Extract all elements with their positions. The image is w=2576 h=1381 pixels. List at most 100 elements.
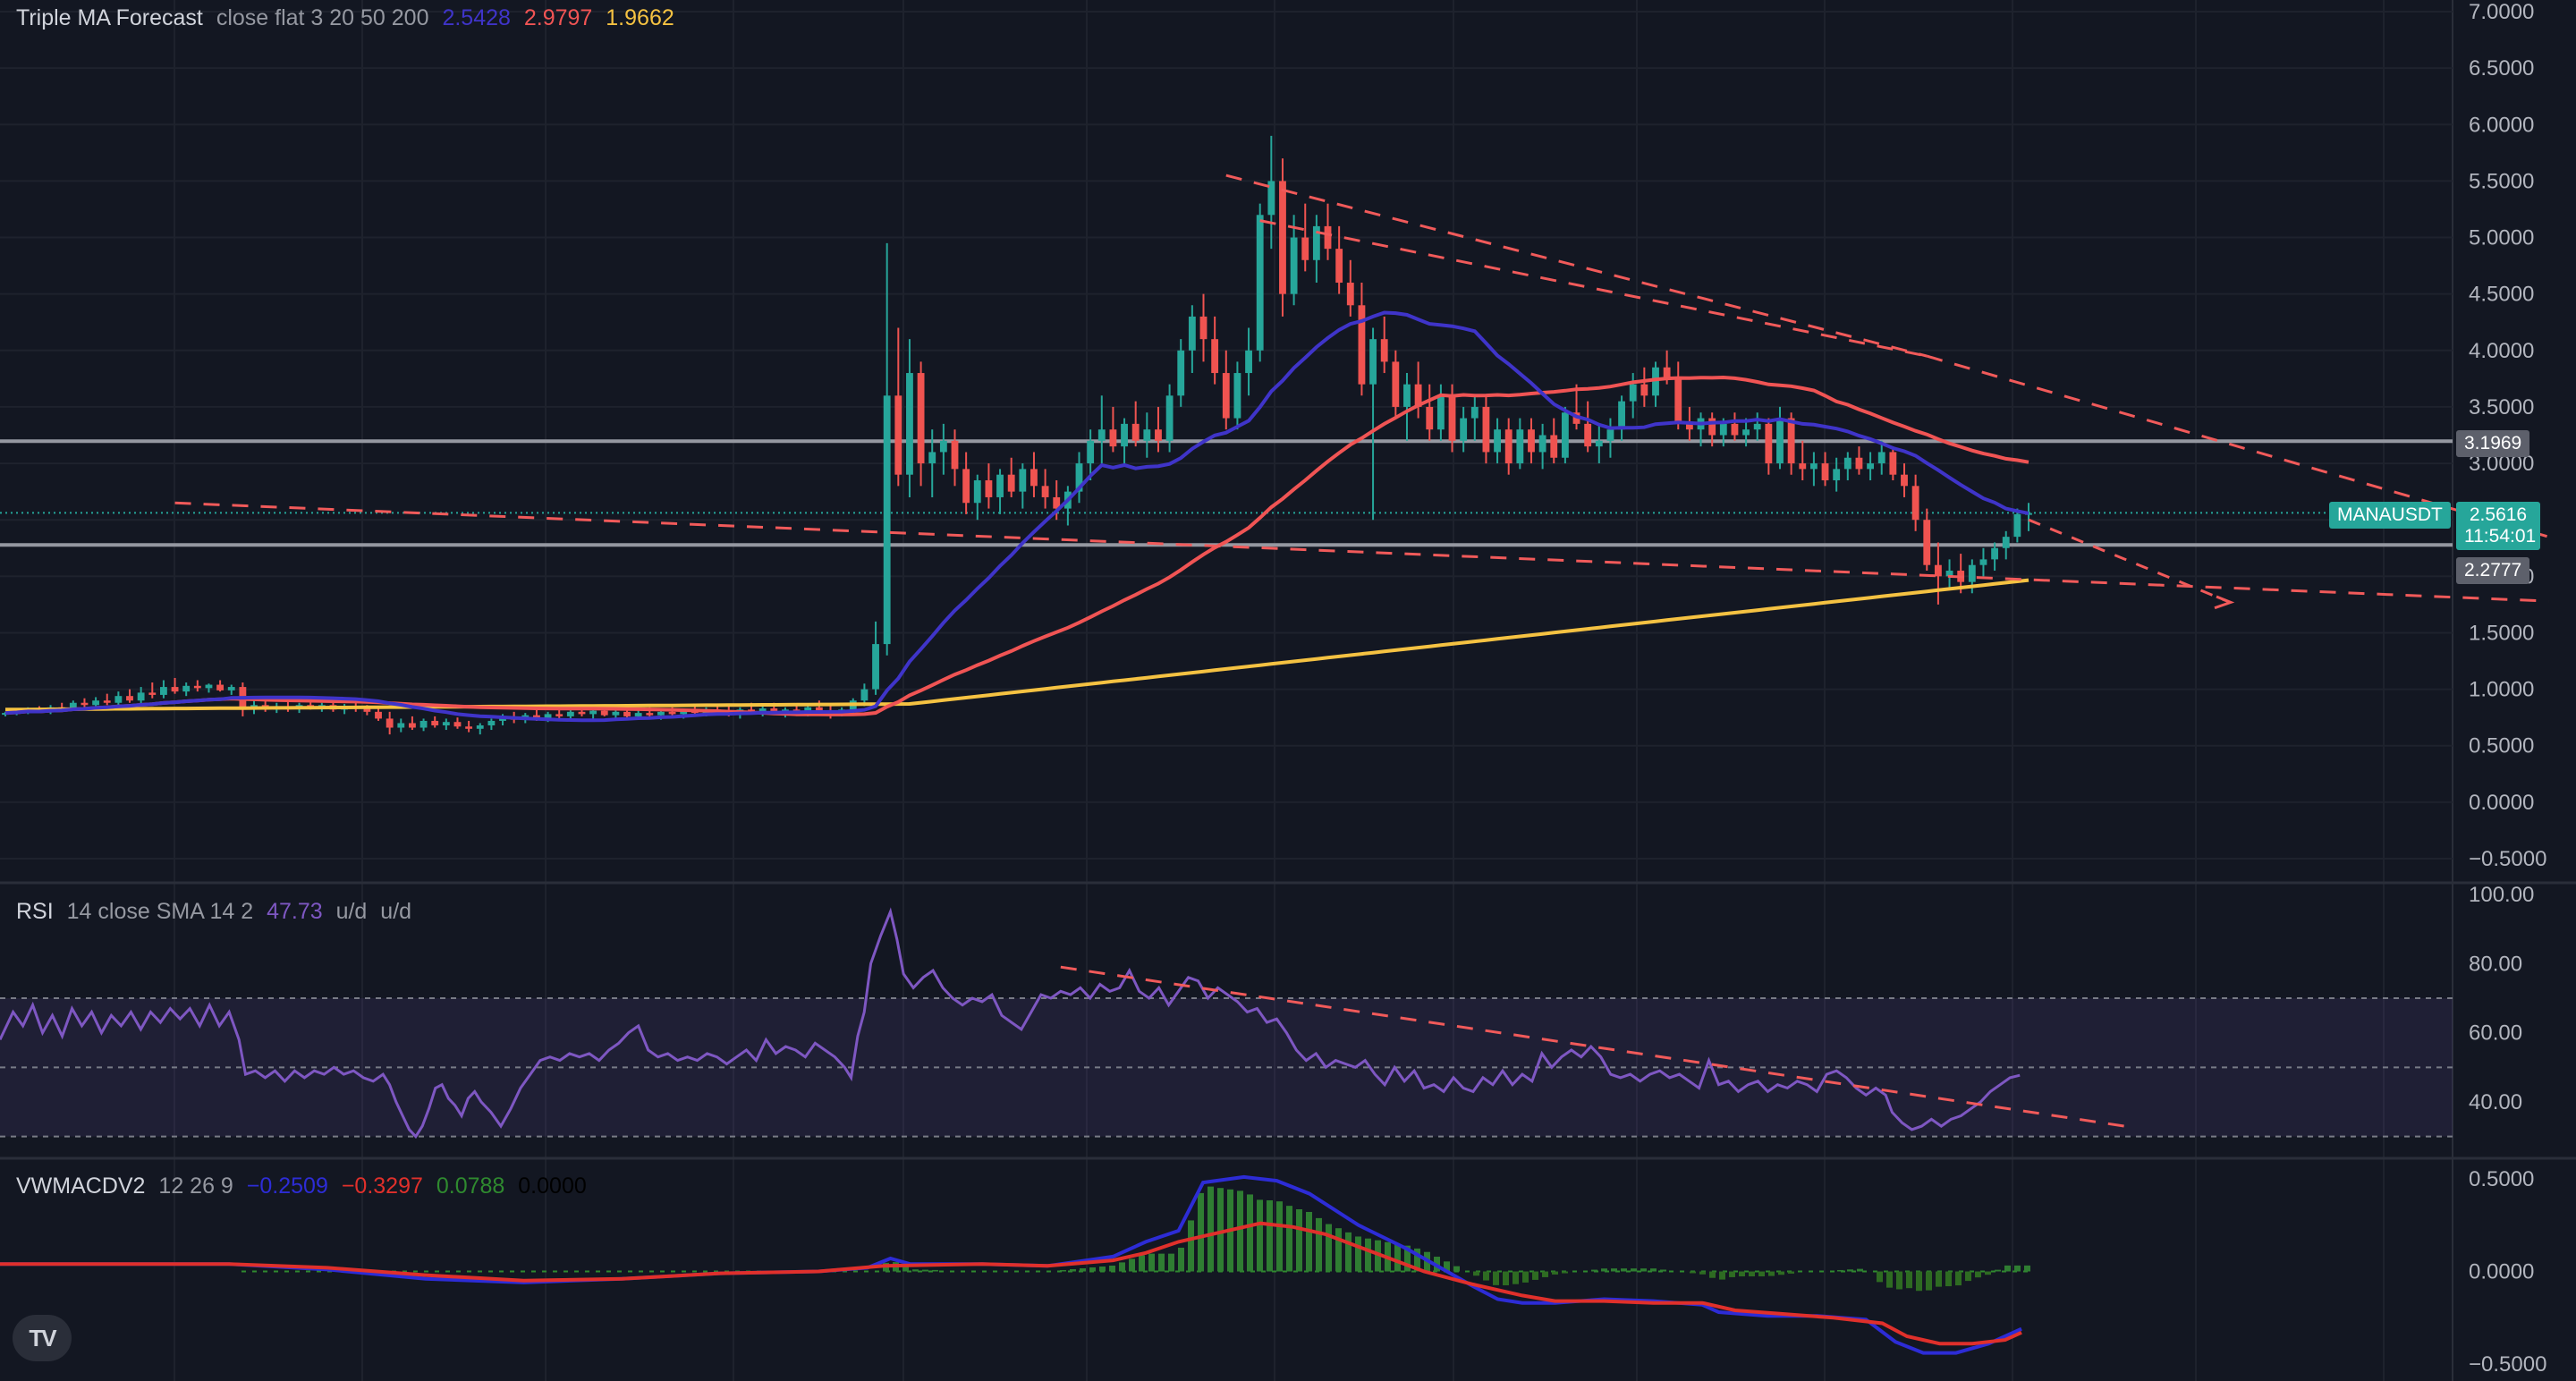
candle-body[interactable] (1301, 237, 1309, 260)
candle-body[interactable] (815, 707, 823, 711)
candle-body[interactable] (894, 395, 902, 475)
candle-body[interactable] (1708, 418, 1716, 436)
candle-body[interactable] (1075, 463, 1083, 492)
rsi-legend[interactable]: RSI 14 close SMA 14 2 47.73 u/d u/d (16, 901, 419, 923)
candle-body[interactable] (1968, 564, 1976, 582)
candle-body[interactable] (657, 711, 665, 716)
candle-body[interactable] (1155, 429, 1162, 441)
candle-body[interactable] (1392, 361, 1400, 407)
candle-body[interactable] (159, 687, 167, 695)
candle-body[interactable] (589, 710, 597, 715)
candle-body[interactable] (476, 725, 484, 729)
candle-body[interactable] (1460, 418, 1468, 441)
candle-body[interactable] (1290, 237, 1298, 294)
candle-body[interactable] (1877, 452, 1885, 464)
candle-body[interactable] (1765, 423, 1773, 464)
vwmacd-legend[interactable]: VWMACDV2 12 26 9 −0.2509 −0.3297 0.0788 … (16, 1175, 594, 1198)
candle-body[interactable] (1380, 339, 1388, 362)
candle-body[interactable] (1199, 316, 1208, 340)
candle-body[interactable] (1165, 395, 1174, 441)
candle-body[interactable] (996, 474, 1004, 497)
candle-body[interactable] (1855, 457, 1863, 470)
candle-body[interactable] (1979, 559, 1987, 565)
candle-body[interactable] (1674, 378, 1682, 424)
ma-mid-line[interactable] (4, 375, 2029, 716)
candle-body[interactable] (1538, 435, 1546, 453)
candle-body[interactable] (578, 711, 586, 715)
ma-fast-line[interactable] (4, 310, 2029, 723)
vwmacd-signal-line[interactable] (0, 1221, 2022, 1346)
ma-slow-line[interactable] (4, 578, 2029, 712)
candle-body[interactable] (1901, 474, 1908, 487)
candle-body[interactable] (804, 707, 812, 712)
candle-body[interactable] (1595, 440, 1603, 447)
candle-body[interactable] (126, 696, 133, 701)
candle-body[interactable] (363, 708, 371, 712)
candle-body[interactable] (1776, 418, 1784, 464)
candle-body[interactable] (748, 709, 755, 712)
candle-body[interactable] (646, 713, 654, 716)
candle-body[interactable] (1494, 429, 1501, 453)
candle-body[interactable] (1911, 486, 1919, 521)
candle-body[interactable] (453, 722, 462, 727)
candle-body[interactable] (1652, 367, 1659, 396)
candle-body[interactable] (917, 373, 925, 464)
candle-body[interactable] (1753, 423, 1761, 430)
candle-body[interactable] (1131, 423, 1140, 441)
candle-body[interactable] (1889, 452, 1897, 475)
candle-body[interactable] (1843, 457, 1852, 470)
candle-body[interactable] (1143, 429, 1151, 441)
trendline[interactable] (1225, 174, 1928, 358)
candle-body[interactable] (419, 720, 428, 728)
candle-body[interactable] (2, 713, 9, 716)
candle-body[interactable] (1007, 474, 1015, 492)
candle-body[interactable] (1561, 412, 1569, 458)
candle-body[interactable] (1640, 384, 1648, 396)
rsi-pane[interactable] (0, 907, 2453, 1140)
candle-body[interactable] (1335, 249, 1343, 284)
candle-body[interactable] (1516, 429, 1524, 464)
candle-body[interactable] (1211, 339, 1219, 374)
candle-body[interactable] (114, 696, 123, 703)
candle-body[interactable] (1121, 423, 1128, 447)
candle-body[interactable] (1369, 339, 1377, 385)
candle-body[interactable] (1550, 435, 1558, 458)
candle-body[interactable] (860, 689, 869, 701)
candle-body[interactable] (137, 692, 145, 701)
candle-body[interactable] (533, 715, 540, 719)
candle-body[interactable] (928, 452, 936, 464)
candle-body[interactable] (1030, 469, 1038, 487)
candle-body[interactable] (1787, 418, 1795, 464)
candle-body[interactable] (1731, 423, 1739, 436)
candle-body[interactable] (1799, 463, 1807, 470)
candle-body[interactable] (1482, 406, 1490, 453)
forecast-line[interactable] (2028, 518, 2228, 603)
candle-body[interactable] (1053, 496, 1061, 509)
candle-body[interactable] (1833, 469, 1841, 481)
candle-body[interactable] (1324, 225, 1332, 250)
candle-body[interactable] (544, 714, 552, 719)
candle-body[interactable] (148, 692, 157, 695)
candle-body[interactable] (1606, 429, 1614, 441)
candle-body[interactable] (1923, 520, 1931, 565)
candle-body[interactable] (906, 373, 913, 475)
rsi-line[interactable] (0, 907, 2021, 1140)
candle-body[interactable] (1245, 350, 1252, 374)
candle-body[interactable] (1528, 429, 1535, 453)
candle-body[interactable] (1222, 373, 1230, 419)
candle-body[interactable] (1087, 440, 1095, 464)
candle-body[interactable] (1097, 429, 1106, 441)
rsi-trendline[interactable] (1060, 965, 2125, 1128)
candle-body[interactable] (1504, 429, 1513, 464)
candle-body[interactable] (1991, 547, 1999, 560)
rsi-title[interactable]: RSI (16, 899, 54, 924)
candle-body[interactable] (1279, 181, 1286, 294)
candle-body[interactable] (1584, 423, 1592, 447)
candle-body[interactable] (2025, 513, 2032, 515)
candle-body[interactable] (182, 685, 191, 692)
candle-body[interactable] (1867, 463, 1875, 470)
candle-body[interactable] (951, 440, 959, 470)
candle-body[interactable] (555, 714, 564, 716)
candle-body[interactable] (973, 480, 981, 504)
candle-body[interactable] (1414, 384, 1422, 407)
